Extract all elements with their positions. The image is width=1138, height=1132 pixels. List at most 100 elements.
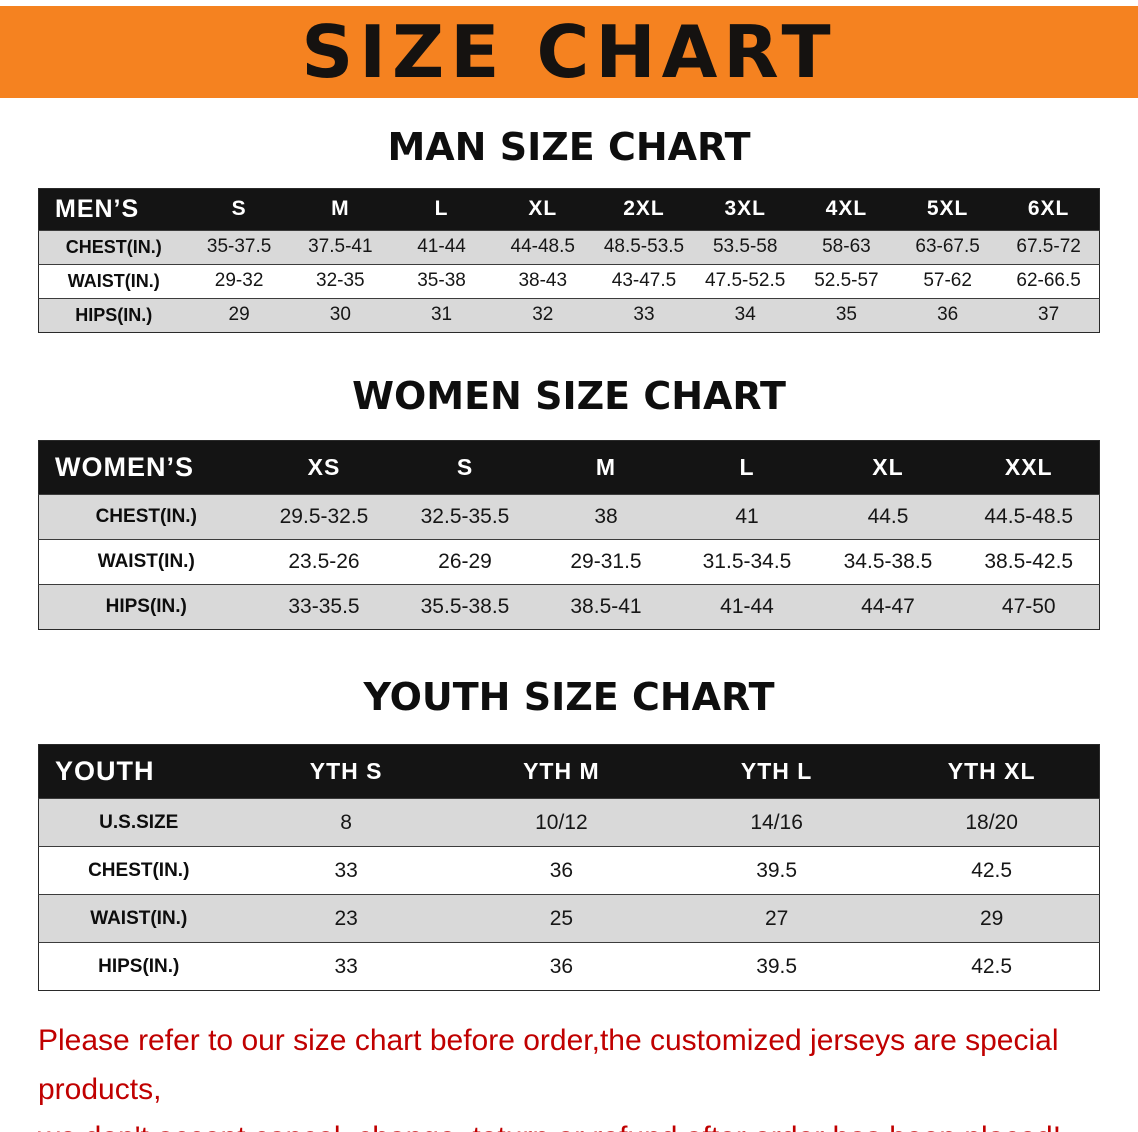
size-column-header: 5XL	[897, 188, 999, 231]
men-table-title: MEN’S	[38, 188, 189, 231]
size-cell: 47-50	[958, 584, 1100, 630]
table-row: HIPS(IN.) 29 30 31 32 33 34 35 36 37	[38, 297, 1100, 333]
row-label: CHEST(IN.)	[38, 494, 254, 540]
size-cell: 8	[238, 798, 454, 847]
table-row: CHEST(IN.) 35-37.5 37.5-41 41-44 44-48.5…	[38, 229, 1100, 265]
row-label: HIPS(IN.)	[38, 297, 189, 333]
size-cell: 33	[238, 942, 454, 991]
size-column-header: YTH XL	[884, 744, 1100, 799]
men-size-table: MEN’S S M L XL 2XL 3XL 4XL 5XL 6XL CHEST…	[38, 187, 1100, 333]
size-column-header: YTH L	[669, 744, 885, 799]
size-cell: 33-35.5	[253, 584, 395, 630]
size-cell: 42.5	[884, 846, 1100, 895]
table-row: WAIST(IN.) 23.5-26 26-29 29-31.5 31.5-34…	[38, 539, 1100, 585]
size-cell: 44.5	[817, 494, 959, 540]
table-row: U.S.SIZE 8 10/12 14/16 18/20	[38, 798, 1100, 847]
table-row: HIPS(IN.) 33 36 39.5 42.5	[38, 942, 1100, 991]
size-cell: 29.5-32.5	[253, 494, 395, 540]
youth-size-table: YOUTH YTH S YTH M YTH L YTH XL U.S.SIZE …	[38, 744, 1100, 992]
size-cell: 63-67.5	[897, 229, 999, 265]
size-cell: 52.5-57	[795, 263, 898, 299]
size-cell: 35	[795, 297, 898, 333]
size-cell: 37.5-41	[289, 229, 391, 265]
size-column-header: XXL	[958, 440, 1100, 495]
size-cell: 48.5-53.5	[593, 229, 695, 265]
row-label: CHEST(IN.)	[38, 229, 189, 265]
size-cell: 32.5-35.5	[394, 494, 536, 540]
table-row: WAIST(IN.) 29-32 32-35 35-38 38-43 43-47…	[38, 263, 1100, 299]
table-row: CHEST(IN.) 29.5-32.5 32.5-35.5 38 41 44.…	[38, 494, 1100, 540]
youth-table-title: YOUTH	[38, 744, 239, 799]
size-cell: 53.5-58	[694, 229, 796, 265]
row-label: HIPS(IN.)	[38, 584, 254, 630]
size-cell: 41-44	[676, 584, 818, 630]
youth-section: YOUTH SIZE CHART YOUTH YTH S YTH M YTH L…	[0, 676, 1138, 992]
size-cell: 44.5-48.5	[958, 494, 1100, 540]
size-cell: 33	[238, 846, 454, 895]
size-cell: 43-47.5	[593, 263, 695, 299]
row-label: WAIST(IN.)	[38, 894, 239, 943]
size-cell: 32	[492, 297, 594, 333]
table-row: WAIST(IN.) 23 25 27 29	[38, 894, 1100, 943]
size-cell: 34	[694, 297, 796, 333]
size-cell: 36	[897, 297, 999, 333]
size-cell: 31	[390, 297, 493, 333]
size-cell: 32-35	[289, 263, 391, 299]
size-column-header: S	[394, 440, 536, 495]
size-cell: 14/16	[669, 798, 885, 847]
size-column-header: YTH M	[453, 744, 669, 799]
size-cell: 31.5-34.5	[676, 539, 818, 585]
size-cell: 25	[453, 894, 669, 943]
women-table-title: WOMEN’S	[38, 440, 254, 495]
size-cell: 47.5-52.5	[694, 263, 796, 299]
size-column-header: 4XL	[795, 188, 898, 231]
size-column-header: 2XL	[593, 188, 695, 231]
women-header-row: WOMEN’S XS S M L XL XXL	[38, 440, 1100, 495]
size-cell: 38-43	[492, 263, 594, 299]
table-row: CHEST(IN.) 33 36 39.5 42.5	[38, 846, 1100, 895]
size-column-header: XS	[253, 440, 395, 495]
size-cell: 29	[884, 894, 1100, 943]
size-column-header: L	[390, 188, 493, 231]
notice-line: we don't accept cancel, change, teturn o…	[38, 1114, 1124, 1132]
size-cell: 37	[998, 297, 1100, 333]
footer-notice: Please refer to our size chart before or…	[0, 1017, 1138, 1132]
size-cell: 38.5-41	[535, 584, 677, 630]
youth-header-row: YOUTH YTH S YTH M YTH L YTH XL	[38, 744, 1100, 799]
notice-line: Please refer to our size chart before or…	[38, 1024, 1059, 1106]
banner: SIZE CHART	[0, 6, 1138, 98]
size-cell: 35.5-38.5	[394, 584, 536, 630]
size-column-header: 3XL	[694, 188, 796, 231]
row-label: HIPS(IN.)	[38, 942, 239, 991]
size-column-header: S	[188, 188, 290, 231]
size-column-header: XL	[492, 188, 594, 231]
size-cell: 36	[453, 846, 669, 895]
size-cell: 10/12	[453, 798, 669, 847]
size-column-header: M	[289, 188, 391, 231]
size-cell: 41-44	[390, 229, 493, 265]
size-cell: 67.5-72	[998, 229, 1100, 265]
women-section-heading: WOMEN SIZE CHART	[352, 373, 786, 418]
size-cell: 23.5-26	[253, 539, 395, 585]
size-cell: 42.5	[884, 942, 1100, 991]
size-column-header: L	[676, 440, 818, 495]
size-cell: 30	[289, 297, 391, 333]
size-cell: 27	[669, 894, 885, 943]
size-cell: 44-47	[817, 584, 959, 630]
size-cell: 34.5-38.5	[817, 539, 959, 585]
men-header-row: MEN’S S M L XL 2XL 3XL 4XL 5XL 6XL	[38, 188, 1100, 231]
size-cell: 57-62	[897, 263, 999, 299]
size-column-header: XL	[817, 440, 959, 495]
size-cell: 35-38	[390, 263, 493, 299]
women-size-table: WOMEN’S XS S M L XL XXL CHEST(IN.) 29.5-…	[38, 440, 1100, 631]
size-cell: 18/20	[884, 798, 1100, 847]
size-column-header: 6XL	[998, 188, 1100, 231]
table-row: HIPS(IN.) 33-35.5 35.5-38.5 38.5-41 41-4…	[38, 584, 1100, 630]
men-section: MAN SIZE CHART MEN’S S M L XL 2XL 3XL 4X…	[0, 125, 1138, 333]
size-cell: 35-37.5	[188, 229, 290, 265]
size-column-header: YTH S	[238, 744, 454, 799]
row-label: CHEST(IN.)	[38, 846, 239, 895]
size-cell: 62-66.5	[998, 263, 1100, 299]
size-cell: 33	[593, 297, 695, 333]
